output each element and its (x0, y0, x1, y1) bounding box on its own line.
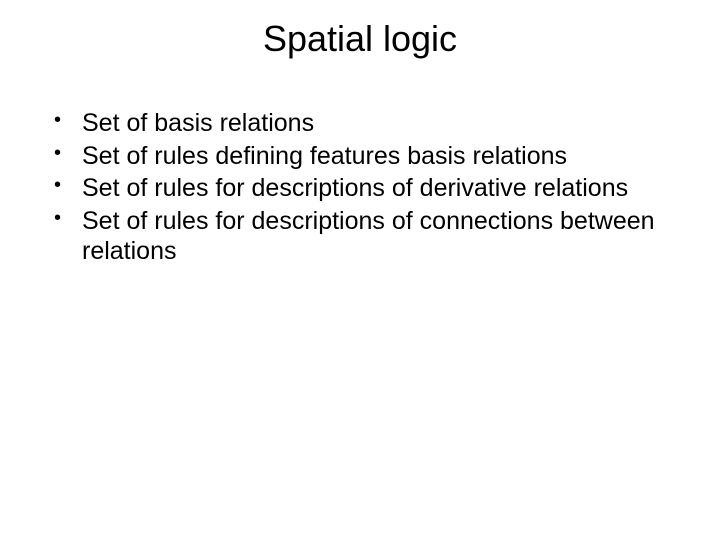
bullet-item: Set of basis relations (54, 108, 680, 139)
slide-container: Spatial logic Set of basis relations Set… (0, 0, 720, 540)
slide-title: Spatial logic (40, 18, 680, 60)
bullet-list: Set of basis relations Set of rules defi… (40, 108, 680, 267)
bullet-item: Set of rules for descriptions of derivat… (54, 173, 680, 204)
bullet-item: Set of rules for descriptions of connect… (54, 206, 680, 267)
bullet-item: Set of rules defining features basis rel… (54, 141, 680, 172)
